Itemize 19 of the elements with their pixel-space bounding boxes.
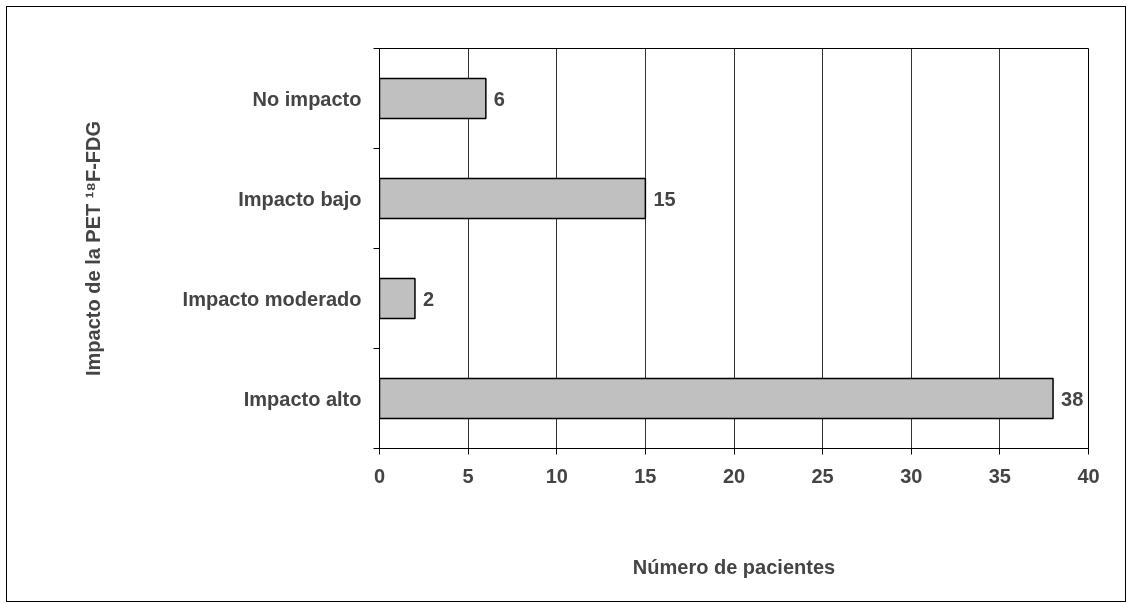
y-tick-label: Impacto alto — [243, 387, 362, 410]
y-axis-title: Impacto de la PET ¹⁸F-FDG — [81, 120, 104, 377]
x-tick-label: 40 — [1077, 464, 1100, 487]
y-tick-label: No impacto — [252, 87, 362, 110]
y-tick-label: Impacto moderado — [182, 287, 362, 310]
x-tick-label: 25 — [811, 464, 834, 487]
x-tick-label: 5 — [462, 464, 474, 487]
data-label: 6 — [493, 87, 505, 110]
x-tick-label: 35 — [988, 464, 1011, 487]
y-tick-label: Impacto bajo — [238, 187, 362, 210]
data-label: 15 — [653, 187, 676, 210]
x-tick-label: 10 — [545, 464, 568, 487]
data-label: 38 — [1061, 387, 1084, 410]
data-label: 2 — [422, 287, 435, 310]
x-tick-label: 0 — [373, 464, 386, 487]
x-axis-title: Número de pacientes — [632, 555, 836, 578]
x-tick-label: 30 — [900, 464, 923, 487]
x-tick-label: 20 — [722, 464, 746, 487]
x-tick-label: 15 — [634, 464, 657, 487]
